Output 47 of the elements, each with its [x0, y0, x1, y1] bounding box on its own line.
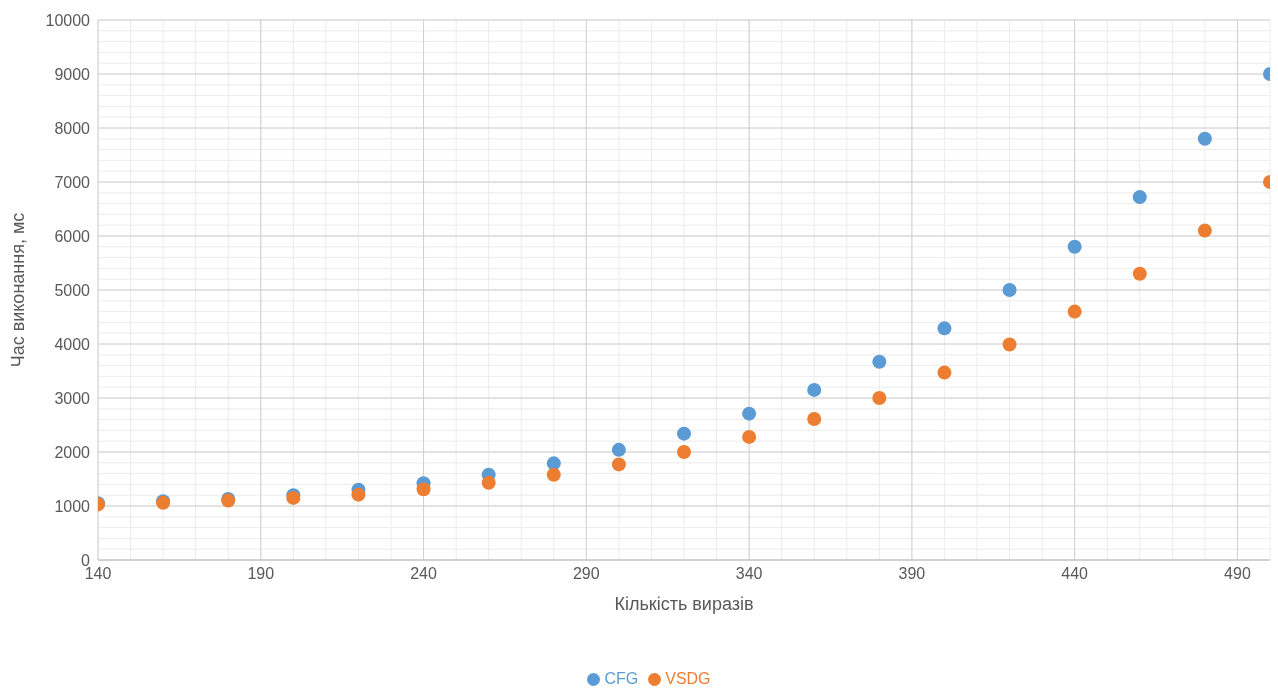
- point: [742, 406, 757, 421]
- point: [807, 382, 822, 397]
- point: [872, 391, 887, 405]
- point: [807, 412, 822, 427]
- y-tick-label: 9000: [54, 65, 91, 83]
- point: [1197, 131, 1212, 146]
- point: [1002, 283, 1017, 297]
- point: [1067, 239, 1082, 254]
- point: [481, 475, 496, 490]
- y-axis-title: Час виконання, мс: [8, 212, 29, 368]
- x-tick-label: 140: [84, 565, 112, 583]
- x-tick-label: 240: [410, 565, 437, 583]
- legend-label: CFG: [604, 670, 639, 687]
- y-tick-label: 2000: [54, 443, 91, 461]
- point: [1132, 266, 1147, 281]
- x-tick-label: 190: [247, 565, 275, 583]
- y-tick-label: 3000: [54, 389, 91, 407]
- x-tick-label: 390: [898, 565, 926, 583]
- point: [611, 442, 626, 457]
- point: [937, 365, 952, 380]
- y-tick-label: 1000: [54, 497, 91, 515]
- point: [546, 467, 561, 482]
- y-tick-label: 5000: [54, 281, 91, 299]
- point: [416, 482, 431, 497]
- x-tick-label: 440: [1061, 565, 1089, 583]
- x-axis-title: Кількість виразів: [614, 594, 754, 614]
- point: [677, 445, 691, 459]
- point: [872, 354, 887, 369]
- y-tick-label: 10000: [45, 11, 91, 29]
- x-tick-label: 490: [1224, 565, 1251, 583]
- point: [1132, 190, 1147, 205]
- point: [1002, 337, 1017, 352]
- point: [677, 426, 691, 441]
- point: [742, 429, 757, 444]
- y-tick-label: 8000: [54, 119, 91, 137]
- x-tick-label: 290: [572, 565, 600, 583]
- x-tick-label: 340: [735, 565, 763, 583]
- point: [611, 457, 626, 472]
- y-tick-label: 7000: [54, 173, 91, 191]
- y-tick-label: 6000: [54, 227, 91, 245]
- point: [351, 487, 366, 502]
- point: [1197, 223, 1212, 238]
- point: [1067, 304, 1082, 319]
- y-tick-label: 4000: [54, 335, 91, 353]
- point: [937, 321, 952, 336]
- point: [546, 456, 561, 471]
- legend-label: VSDG: [665, 670, 711, 687]
